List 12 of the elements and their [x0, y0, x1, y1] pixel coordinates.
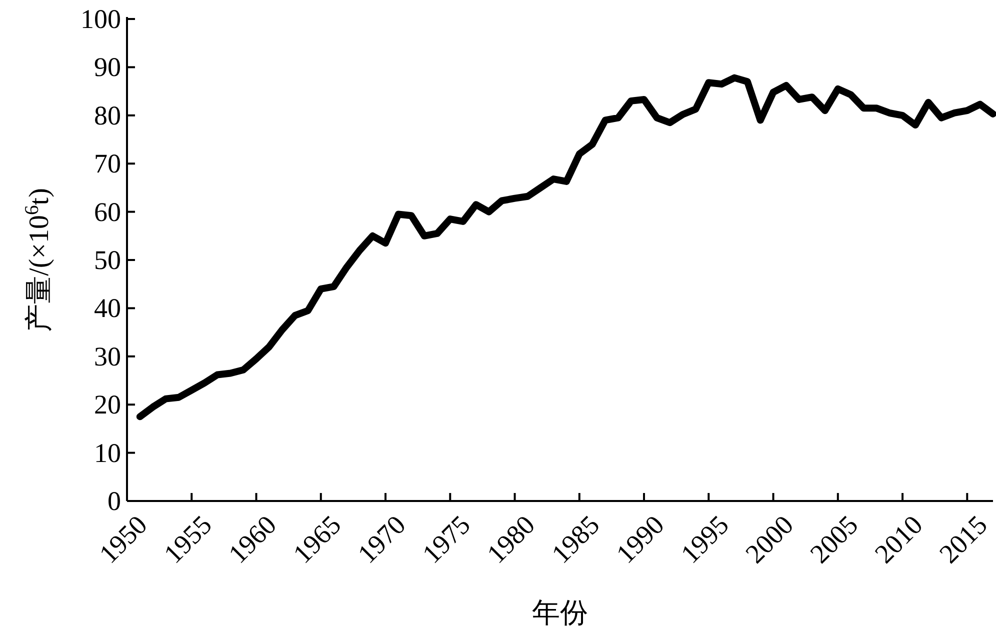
y-tick-label: 90 [94, 52, 121, 82]
y-tick-label: 20 [94, 390, 121, 420]
y-tick-label: 80 [94, 100, 121, 130]
y-tick-label: 40 [94, 293, 121, 324]
y-tick-label: 10 [94, 438, 121, 468]
y-tick-label: 100 [80, 4, 121, 34]
y-tick-label: 0 [108, 486, 121, 516]
y-tick-label: 70 [94, 148, 121, 179]
y-tick-label: 30 [94, 341, 121, 372]
y-tick-label: 50 [94, 245, 121, 275]
x-axis-title: 年份 [532, 598, 588, 629]
y-tick-label: 60 [94, 196, 121, 227]
